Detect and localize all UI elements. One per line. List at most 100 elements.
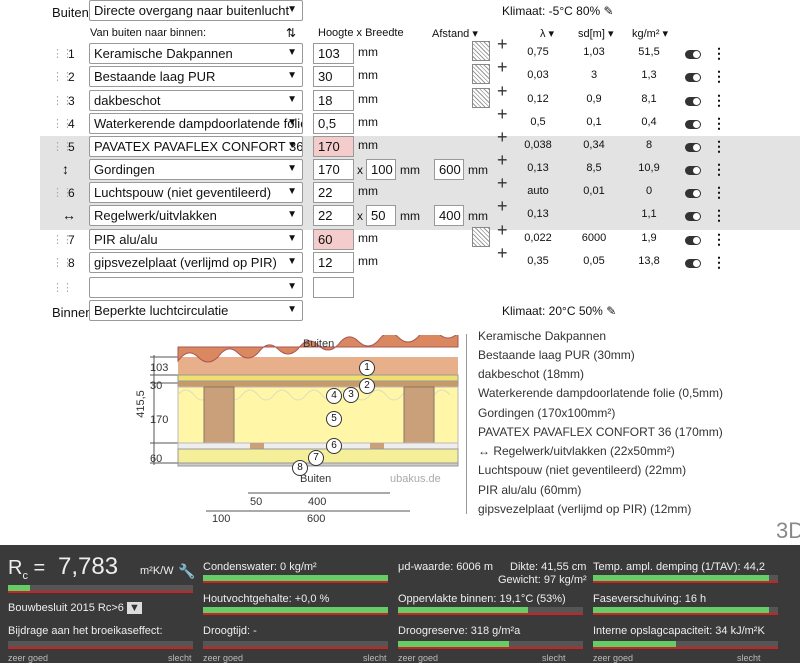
thickness-label: Dikte: 41,55 cm [510,561,587,573]
damping-bar-fill [593,575,769,581]
layer-toggle[interactable] [685,166,701,175]
inside-select-value: Beperkte luchtcirculatie [94,303,229,318]
add-layer-button[interactable]: + [497,196,508,216]
drag-handle-icon[interactable]: ⋮⋮ [52,141,73,153]
pencil-icon[interactable]: ✎ [603,4,614,18]
drag-handle-icon[interactable]: ⋮⋮ [52,282,73,294]
layer-name: PIR alu/alu [94,232,158,247]
add-layer-button[interactable]: + [497,150,508,170]
unit-mm: mm [358,138,378,152]
layer-select[interactable]: PIR alu/alu ▼ [89,229,303,250]
layer-toggle[interactable] [685,120,701,129]
more-menu-icon[interactable]: ⋮ [712,138,726,154]
drag-handle-icon[interactable]: ⋮⋮ [52,71,73,83]
add-layer-button[interactable]: + [497,81,508,101]
more-menu-icon[interactable]: ⋮ [712,92,726,108]
layer-toggle[interactable] [685,50,701,59]
drag-handle-icon[interactable]: ⋮⋮ [52,257,73,269]
view-3d-button[interactable]: 3D [776,518,800,543]
height-input[interactable]: 12 [313,252,354,273]
drag-handle-icon[interactable]: ⋮⋮ [52,95,73,107]
header-mass[interactable]: kg/m² ▾ [632,28,669,40]
height-input[interactable]: 170 [313,136,354,157]
layer-toggle[interactable] [685,212,701,221]
layer-marker: 7 [308,450,324,466]
chevron-down-icon: ▼ [287,70,297,81]
drag-handle-icon[interactable]: ⋮⋮ [52,118,73,130]
legend-item: Luchtspouw (niet geventileerd) (22mm) [478,463,687,477]
add-layer-button[interactable]: + [497,173,508,193]
layer-toggle[interactable] [685,97,701,106]
header-distance[interactable]: Afstand ▾ [432,28,478,40]
layer-toggle[interactable] [685,259,701,268]
drag-handle-icon[interactable]: ⋮⋮ [52,234,73,246]
height-input[interactable]: 30 [313,66,354,87]
layer-select[interactable]: Keramische Dakpannen ▼ [89,43,303,64]
hatch-pattern-icon[interactable] [472,88,490,108]
standard-select[interactable]: Bouwbesluit 2015 Rc>6 ▼ [8,602,142,614]
layer-marker: 1 [359,360,375,376]
height-input[interactable]: 22 [313,205,354,226]
layer-select[interactable]: PAVATEX PAVAFLEX CONFORT 36 ▼ [89,136,303,157]
header-lambda[interactable]: λ ▾ [540,28,555,40]
scale-400: 400 [308,496,327,508]
layer-select[interactable]: dakbeschot ▼ [89,90,303,111]
layer-select[interactable]: Luchtspouw (niet geventileerd) ▼ [89,182,303,203]
layer-toggle[interactable] [685,236,701,245]
more-menu-icon[interactable]: ⋮ [712,184,726,200]
add-layer-button[interactable]: + [497,127,508,147]
pencil-icon[interactable]: ✎ [606,304,617,318]
layer-name: dakbeschot [94,93,161,108]
add-layer-button[interactable]: + [497,57,508,77]
more-menu-icon[interactable]: ⋮ [712,68,726,84]
distance-input[interactable]: 400 [434,205,464,226]
layer-select[interactable]: Gordingen ▼ [89,159,303,180]
height-input[interactable]: 170 [313,159,354,180]
height-input[interactable]: 18 [313,90,354,111]
add-layer-button[interactable]: + [497,34,508,54]
add-layer-button[interactable]: + [497,220,508,240]
diagram-top-label: Buiten [303,338,335,350]
add-layer-button[interactable]: + [497,243,508,263]
empty-layer-select[interactable]: ▼ [89,277,303,298]
hatch-pattern-icon[interactable] [472,41,490,61]
more-menu-icon[interactable]: ⋮ [712,207,726,223]
distance-input[interactable]: 600 [434,159,464,180]
width-input[interactable]: 50 [366,205,396,226]
drag-handle-icon[interactable]: ⋮⋮ [52,48,73,60]
layer-select[interactable]: gipsvezelplaat (verlijmd op PIR) ▼ [89,252,303,273]
height-input[interactable]: 0,5 [313,113,354,134]
layer-toggle[interactable] [685,143,701,152]
sort-icon[interactable]: ⇅ [286,26,297,40]
chevron-down-icon: ▼ [287,256,297,267]
header-sd[interactable]: sd[m] ▾ [578,28,614,40]
more-menu-icon[interactable]: ⋮ [712,45,726,61]
dry-bar [203,641,388,649]
more-menu-icon[interactable]: ⋮ [712,161,726,177]
inside-climate[interactable]: Klimaat: 20°C 50% ✎ [502,304,616,318]
hatch-pattern-icon[interactable] [472,64,490,84]
empty-height-input[interactable] [313,277,354,298]
more-menu-icon[interactable]: ⋮ [712,254,726,270]
rc-subscript: c [22,570,28,582]
drag-handle-icon[interactable]: ⋮⋮ [52,187,73,199]
outside-climate[interactable]: Klimaat: -5°C 80% ✎ [502,4,614,18]
legend-item: PAVATEX PAVAFLEX CONFORT 36 (170mm) [478,425,723,439]
width-input[interactable]: 100 [366,159,396,180]
height-input[interactable]: 22 [313,182,354,203]
height-input[interactable]: 103 [313,43,354,64]
hatch-pattern-icon[interactable] [472,227,490,247]
more-menu-icon[interactable]: ⋮ [712,115,726,131]
add-layer-button[interactable]: + [497,104,508,124]
outside-select[interactable]: Directe overgang naar buitenlucht ▼ [89,0,303,21]
mass-value: 0 [645,185,653,197]
layer-select[interactable]: Bestaande laag PUR ▼ [89,66,303,87]
layer-toggle[interactable] [685,189,701,198]
inside-select[interactable]: Beperkte luchtcirculatie ▼ [89,300,303,321]
more-menu-icon[interactable]: ⋮ [712,231,726,247]
height-input[interactable]: 60 [313,229,354,250]
wrench-icon[interactable]: 🔧 [178,563,196,579]
layer-select[interactable]: Regelwerk/uitvlakken ▼ [89,205,303,226]
layer-toggle[interactable] [685,73,701,82]
layer-select[interactable]: Waterkerende dampdoorlatende folie ▼ [89,113,303,134]
